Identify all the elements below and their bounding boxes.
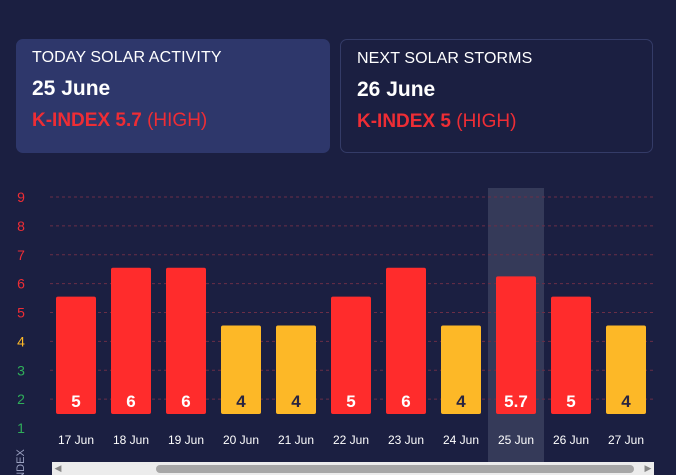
y-tick-label: 4: [17, 333, 25, 349]
x-tick-label: 23 Jun: [388, 433, 424, 447]
next-card-date: 26 June: [357, 78, 436, 101]
bar-value-label: 5: [71, 392, 80, 411]
bar-value-label: 4: [291, 392, 301, 411]
x-tick-label: 20 Jun: [223, 433, 259, 447]
y-tick-label: 2: [17, 391, 25, 407]
bar-value-label: 6: [181, 392, 190, 411]
y-tick-label: 7: [17, 247, 25, 263]
bar: [606, 325, 646, 414]
x-tick-label: 21 Jun: [278, 433, 314, 447]
y-tick-label: 5: [17, 305, 25, 321]
y-tick-label: 6: [17, 276, 25, 292]
bar-value-label: 4: [456, 392, 466, 411]
today-solar-activity-card: TODAY SOLAR ACTIVITY 25 June K-INDEX 5.7…: [16, 39, 330, 153]
bar-value-label: 5: [566, 392, 575, 411]
x-tick-label: 18 Jun: [113, 433, 149, 447]
today-card-date: 25 June: [32, 77, 111, 100]
today-card-kindex-line: K-INDEX 5.7 (HIGH): [32, 110, 314, 132]
x-tick-label: 27 Jun: [608, 433, 644, 447]
bar-value-label: 6: [126, 392, 135, 411]
bar: [331, 296, 371, 414]
bar: [386, 267, 426, 414]
next-solar-storms-card: NEXT SOLAR STORMS 26 June K-INDEX 5 (HIG…: [340, 39, 653, 153]
today-kindex-value: K-INDEX 5.7: [32, 110, 142, 131]
x-tick-label: 26 Jun: [553, 433, 589, 447]
y-tick-label: 3: [17, 362, 25, 378]
bar-value-label: 4: [236, 392, 246, 411]
bar: [551, 296, 591, 414]
next-kindex-level: (HIGH): [456, 111, 517, 132]
x-tick-label: 25 Jun: [498, 433, 534, 447]
bar: [441, 325, 481, 414]
y-tick-label: 9: [17, 189, 25, 205]
next-card-title: NEXT SOLAR STORMS: [357, 50, 533, 67]
y-axis-label: INDEX: [15, 449, 27, 475]
y-tick-label: 1: [17, 420, 25, 436]
bar: [276, 325, 316, 414]
bar-value-label: 6: [401, 392, 410, 411]
bar-value-label: 4: [621, 392, 631, 411]
bar-value-label: 5.7: [504, 392, 528, 411]
today-kindex-level: (HIGH): [147, 110, 208, 131]
scroll-right-arrow-icon[interactable]: ▶: [644, 463, 652, 473]
bar: [111, 267, 151, 414]
x-tick-label: 24 Jun: [443, 433, 479, 447]
scroll-left-arrow-icon[interactable]: ◀: [54, 463, 62, 473]
k-index-bar-chart: 1 2 3 4 5 6 7 8 9 INDEX 5 17 Jun 6 18 Jun 6 19 Jun 4 20 J…: [15, 188, 654, 475]
bar: [496, 276, 536, 414]
bar: [56, 296, 96, 414]
today-card-title: TODAY SOLAR ACTIVITY: [32, 49, 222, 66]
bar: [221, 325, 261, 414]
x-tick-label: 22 Jun: [333, 433, 369, 447]
y-tick-label: 8: [17, 218, 25, 234]
chart-horizontal-scrollbar[interactable]: ◀ ▶: [52, 462, 654, 475]
x-tick-label: 19 Jun: [168, 433, 204, 447]
next-kindex-value: K-INDEX 5: [357, 111, 451, 132]
x-tick-label: 17 Jun: [58, 433, 94, 447]
next-card-kindex-line: K-INDEX 5 (HIGH): [357, 111, 636, 133]
scrollbar-thumb[interactable]: [156, 465, 634, 473]
bar-value-label: 5: [346, 392, 355, 411]
bar: [166, 267, 206, 414]
